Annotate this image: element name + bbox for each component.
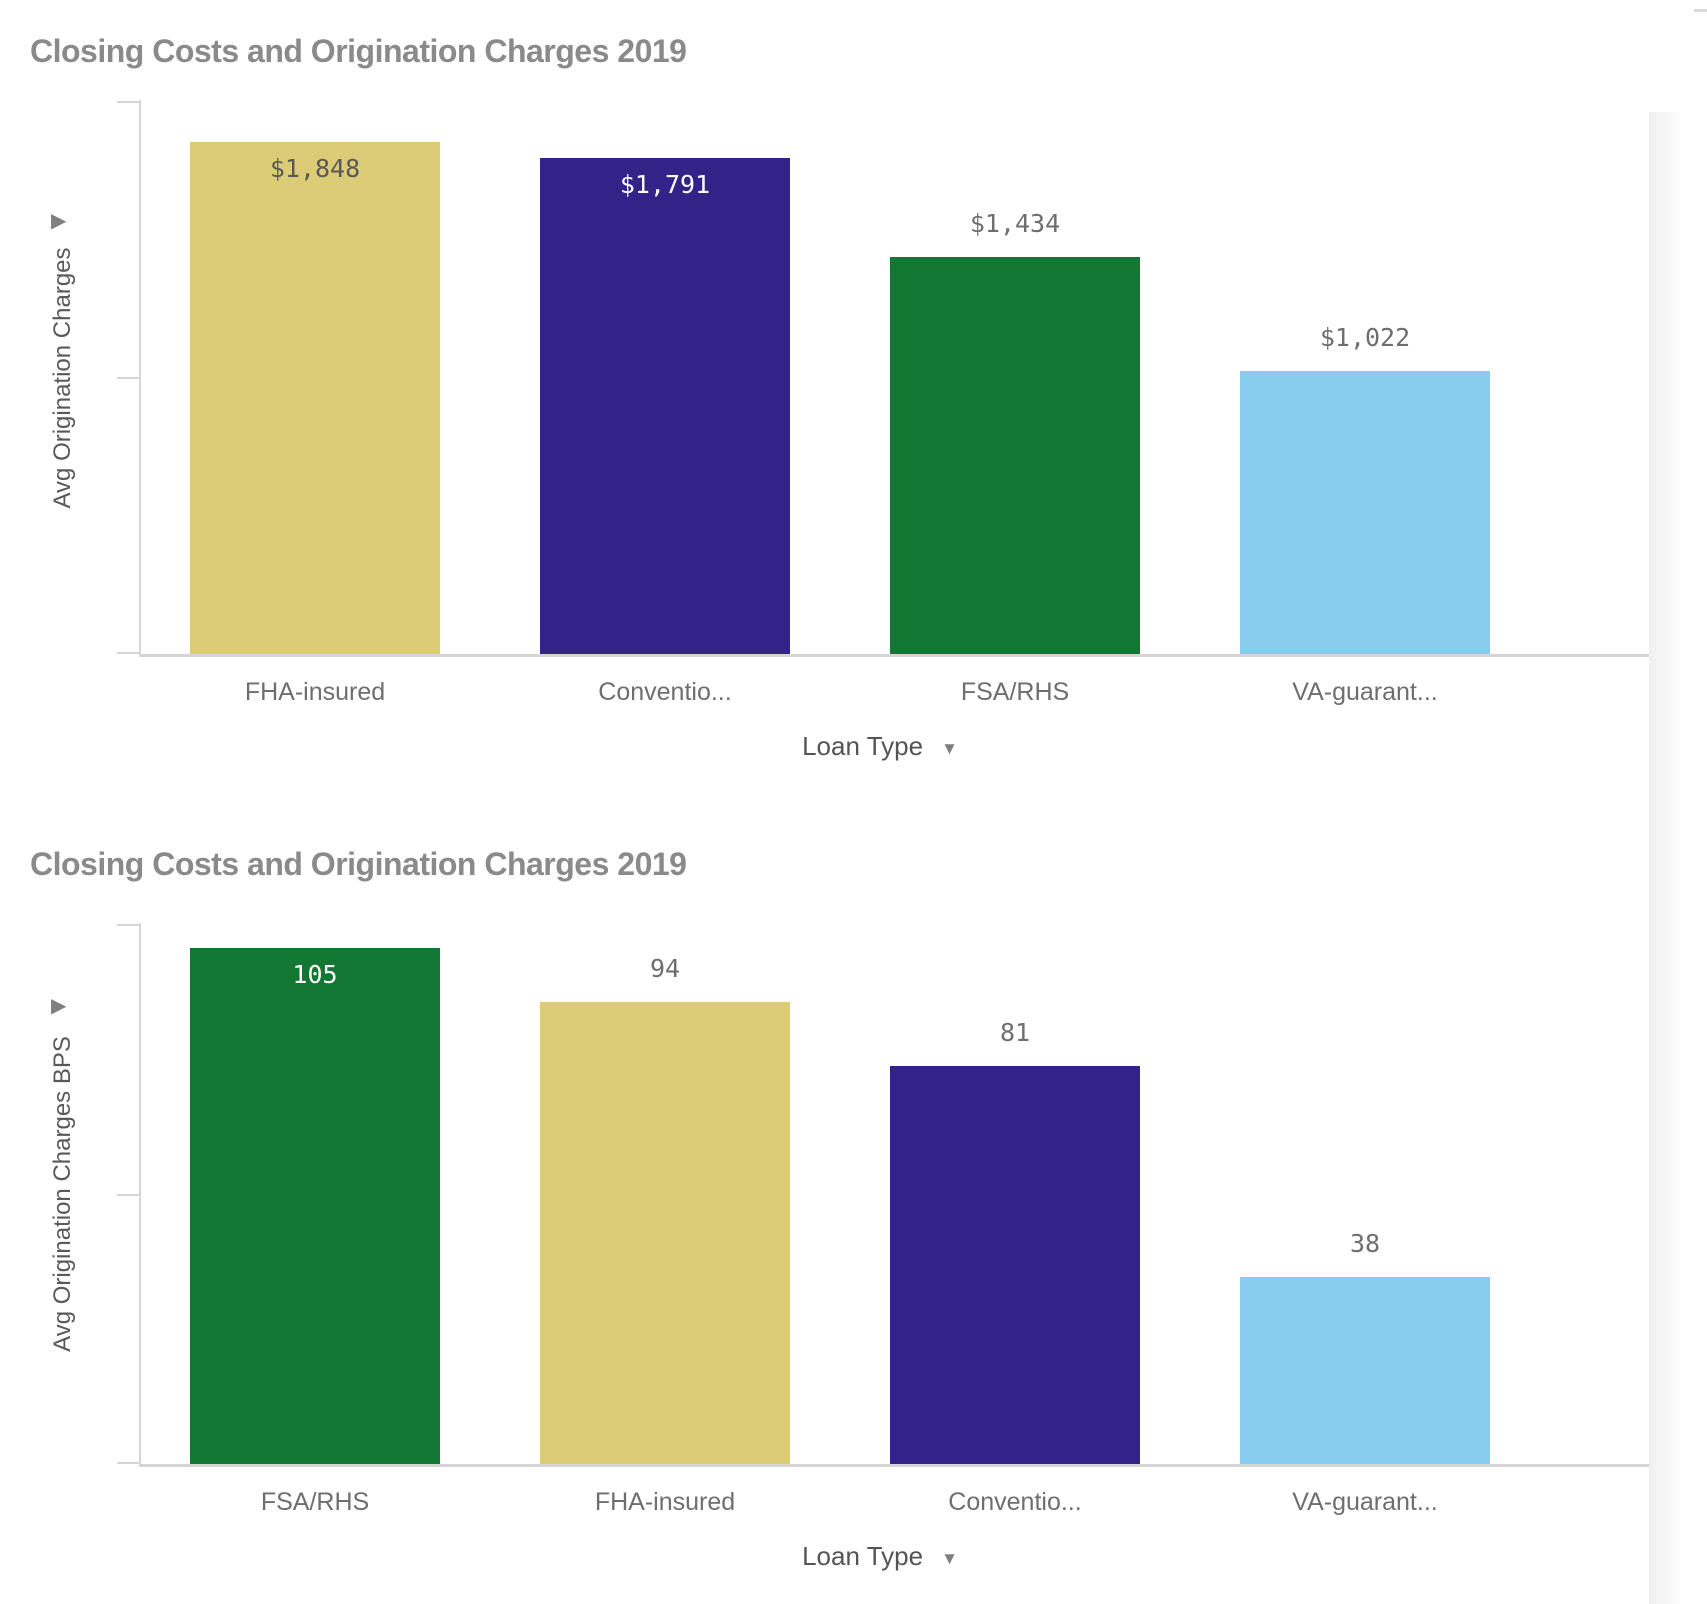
bar-value-label: $1,022: [1319, 323, 1411, 352]
category-label[interactable]: Conventio...: [598, 678, 732, 706]
bar-value-label: 94: [649, 954, 681, 983]
y-axis-line: [139, 923, 141, 1467]
bar-value-label: 81: [999, 1018, 1031, 1047]
bar[interactable]: [1240, 371, 1490, 654]
bar-value-label: 38: [1349, 1229, 1381, 1258]
bar-value-label: 105: [292, 960, 338, 989]
x-axis-label: Loan Type: [802, 731, 924, 761]
chart-title: Closing Costs and Origination Charges 20…: [30, 33, 687, 69]
category-label[interactable]: FSA/RHS: [960, 678, 1070, 706]
bar-value-label: $1,434: [969, 209, 1061, 238]
bar[interactable]: [890, 1066, 1140, 1464]
chart-title: Closing Costs and Origination Charges 20…: [30, 846, 687, 882]
y-axis-tick: [117, 1194, 140, 1196]
category-label[interactable]: FHA-insured: [594, 1488, 736, 1516]
y-axis-title: Avg Origination Charges BPS: [49, 1036, 76, 1352]
x-axis-dropdown[interactable]: Loan Type ▼: [802, 1541, 958, 1572]
y-axis-tick: [117, 652, 140, 654]
bar[interactable]: [1240, 1277, 1490, 1464]
sheet-edge: [1649, 112, 1680, 1604]
y-axis-tick: [117, 101, 140, 103]
category-label[interactable]: VA-guarant...: [1292, 1488, 1438, 1516]
bar[interactable]: [190, 948, 440, 1464]
bar[interactable]: [890, 257, 1140, 654]
bar-value-label: $1,791: [619, 170, 711, 199]
category-label[interactable]: FHA-insured: [244, 678, 386, 706]
y-axis-line: [139, 100, 141, 657]
dropdown-arrow-icon: ▼: [941, 738, 958, 758]
x-axis-line: [139, 1464, 1657, 1467]
x-axis-dropdown[interactable]: Loan Type ▼: [802, 731, 958, 762]
category-label[interactable]: FSA/RHS: [260, 1488, 370, 1516]
x-axis-line: [139, 654, 1657, 657]
corner-mark: [1694, 9, 1707, 12]
y-axis-tick: [117, 924, 140, 926]
dropdown-arrow-icon: ▼: [941, 1548, 958, 1568]
category-label[interactable]: Conventio...: [948, 1488, 1082, 1516]
bar[interactable]: [190, 142, 440, 654]
bar[interactable]: [540, 158, 790, 654]
y-axis-tick: [117, 1462, 140, 1464]
y-axis-tick: [117, 377, 140, 379]
x-axis-label: Loan Type: [802, 1541, 924, 1571]
bar[interactable]: [540, 1002, 790, 1464]
bar-value-label: $1,848: [269, 154, 361, 183]
category-label[interactable]: VA-guarant...: [1292, 678, 1438, 706]
expand-arrow-icon[interactable]: ▶: [51, 210, 67, 232]
expand-arrow-icon[interactable]: ▶: [51, 995, 67, 1017]
